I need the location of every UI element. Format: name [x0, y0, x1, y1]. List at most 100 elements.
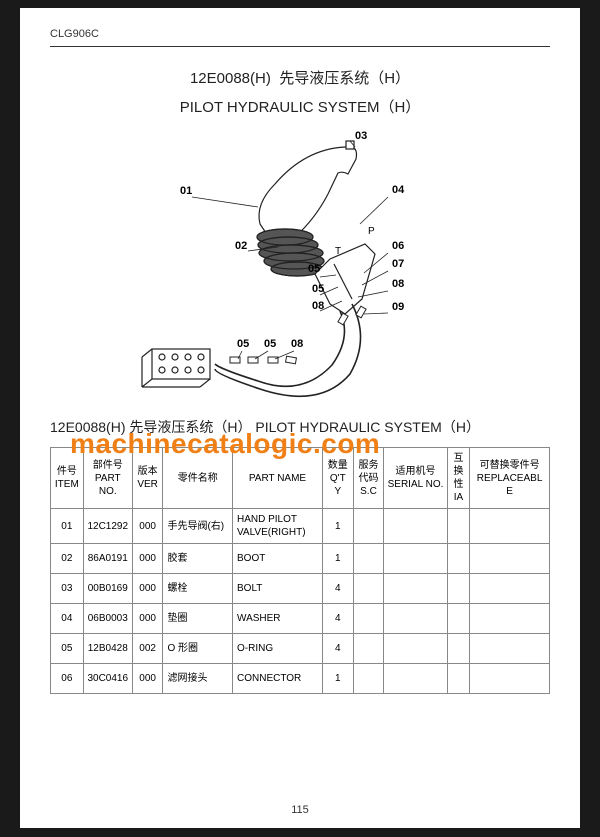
parts-diagram: 0102030405050607080809050508TP — [120, 129, 480, 399]
diagram-port-label: P — [368, 226, 375, 237]
cell-sc — [353, 634, 384, 664]
title-cn-text: 先导液压系统（H） — [279, 70, 410, 87]
cell-serial — [384, 634, 447, 664]
table-header-row: 件号ITEM 部件号PARTNO. 版本VER 零件名称 PART NAME 数… — [51, 448, 550, 509]
cell-part: 30C0416 — [83, 664, 132, 694]
cell-serial — [384, 604, 447, 634]
title-line-cn: 12E0088(H) 先导液压系统（H） — [50, 67, 550, 88]
cell-sc — [353, 574, 384, 604]
callout-label: 05 — [312, 283, 324, 295]
callout-label: 01 — [180, 185, 192, 197]
th-ia: 互换性IA — [447, 448, 469, 509]
cell-part: 12C1292 — [83, 509, 132, 544]
table-row: 0630C0416000滤网接头CONNECTOR1 — [51, 664, 550, 694]
cell-part: 06B0003 — [83, 604, 132, 634]
cell-qty: 1 — [322, 664, 353, 694]
cell-qty: 4 — [322, 604, 353, 634]
cell-name_cn: 螺栓 — [163, 574, 233, 604]
section-title: 12E0088(H) 先导液压系统（H） PILOT HYDRAULIC SYS… — [50, 417, 550, 437]
cell-serial — [384, 664, 447, 694]
diagram-port-label: T — [335, 246, 341, 257]
parts-table: 件号ITEM 部件号PARTNO. 版本VER 零件名称 PART NAME 数… — [50, 447, 550, 694]
cell-repl — [470, 604, 550, 634]
cell-ia — [447, 509, 469, 544]
cell-name_cn: 手先导阀(右) — [163, 509, 233, 544]
cell-part: 86A0191 — [83, 544, 132, 574]
th-part: 部件号PARTNO. — [83, 448, 132, 509]
header-model: CLG906C — [50, 28, 550, 47]
th-ver: 版本VER — [132, 448, 163, 509]
cell-repl — [470, 544, 550, 574]
cell-ver: 002 — [132, 634, 163, 664]
callout-label: 09 — [392, 301, 404, 313]
cell-serial — [384, 509, 447, 544]
callout-label: 02 — [235, 240, 247, 252]
th-name-en: PART NAME — [233, 448, 323, 509]
cell-item: 04 — [51, 604, 84, 634]
cell-part: 12B0428 — [83, 634, 132, 664]
cell-ver: 000 — [132, 509, 163, 544]
cell-sc — [353, 604, 384, 634]
cell-name_en: HAND PILOT VALVE(RIGHT) — [233, 509, 323, 544]
cell-item: 03 — [51, 574, 84, 604]
th-serial: 适用机号SERIAL NO. — [384, 448, 447, 509]
document-page: CLG906C 12E0088(H) 先导液压系统（H） PILOT HYDRA… — [20, 8, 580, 828]
callout-label: 03 — [355, 130, 367, 142]
th-name-cn: 零件名称 — [163, 448, 233, 509]
cell-name_cn: 垫圈 — [163, 604, 233, 634]
cell-ia — [447, 634, 469, 664]
cell-sc — [353, 544, 384, 574]
cell-item: 05 — [51, 634, 84, 664]
cell-ver: 000 — [132, 544, 163, 574]
th-qty: 数量Q'TY — [322, 448, 353, 509]
callout-label: 05 — [308, 263, 320, 275]
cell-qty: 4 — [322, 574, 353, 604]
cell-repl — [470, 664, 550, 694]
cell-repl — [470, 634, 550, 664]
table-row: 0406B0003000垫圈WASHER4 — [51, 604, 550, 634]
title-line-en: PILOT HYDRAULIC SYSTEM（H） — [50, 96, 550, 117]
cell-ia — [447, 544, 469, 574]
callout-label: 08 — [392, 278, 404, 290]
callout-label: 04 — [392, 184, 405, 196]
callout-label: 08 — [291, 338, 303, 350]
cell-repl — [470, 509, 550, 544]
cell-name_en: WASHER — [233, 604, 323, 634]
cell-qty: 4 — [322, 634, 353, 664]
cell-ver: 000 — [132, 604, 163, 634]
cell-item: 02 — [51, 544, 84, 574]
cell-item: 06 — [51, 664, 84, 694]
cell-name_cn: 滤网接头 — [163, 664, 233, 694]
cell-ia — [447, 574, 469, 604]
callout-label: 05 — [264, 338, 276, 350]
cell-repl — [470, 574, 550, 604]
cell-qty: 1 — [322, 509, 353, 544]
cell-ia — [447, 604, 469, 634]
table-row: 0286A0191000胶套BOOT1 — [51, 544, 550, 574]
callout-label: 07 — [392, 258, 404, 270]
cell-name_en: CONNECTOR — [233, 664, 323, 694]
title-code: 12E0088(H) — [190, 70, 271, 87]
callout-label: 05 — [237, 338, 249, 350]
cell-name_en: O-RING — [233, 634, 323, 664]
table-row: 0512B0428002O 形圈O-RING4 — [51, 634, 550, 664]
th-item: 件号ITEM — [51, 448, 84, 509]
cell-part: 00B0169 — [83, 574, 132, 604]
cell-ver: 000 — [132, 664, 163, 694]
title-block: 12E0088(H) 先导液压系统（H） PILOT HYDRAULIC SYS… — [50, 67, 550, 117]
table-row: 0300B0169000螺栓BOLT4 — [51, 574, 550, 604]
cell-item: 01 — [51, 509, 84, 544]
cell-sc — [353, 509, 384, 544]
cell-qty: 1 — [322, 544, 353, 574]
cell-serial — [384, 574, 447, 604]
cell-ver: 000 — [132, 574, 163, 604]
callout-label: 06 — [392, 240, 404, 252]
cell-ia — [447, 664, 469, 694]
th-repl: 可替换零件号REPLACEABLE — [470, 448, 550, 509]
page-number: 115 — [20, 804, 580, 816]
cell-name_cn: 胶套 — [163, 544, 233, 574]
cell-name_en: BOLT — [233, 574, 323, 604]
th-sc: 服务代码S.C — [353, 448, 384, 509]
cell-name_cn: O 形圈 — [163, 634, 233, 664]
cell-sc — [353, 664, 384, 694]
